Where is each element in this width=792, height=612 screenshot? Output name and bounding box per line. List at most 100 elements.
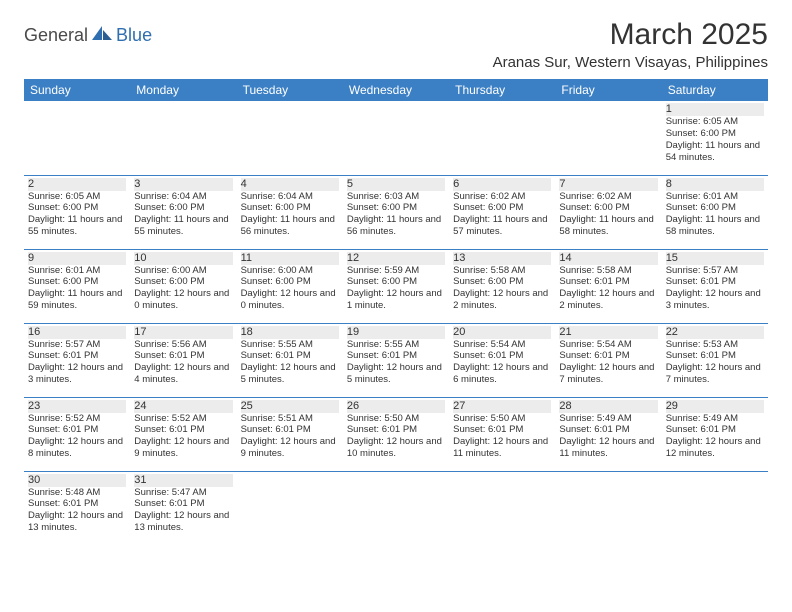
sunrise-text: Sunrise: 6:01 AM <box>666 191 764 203</box>
day-number: 3 <box>134 178 232 191</box>
day-details: Sunrise: 5:58 AMSunset: 6:00 PMDaylight:… <box>453 265 551 313</box>
day-details: Sunrise: 5:47 AMSunset: 6:01 PMDaylight:… <box>134 487 232 535</box>
calendar-day-cell <box>449 471 555 545</box>
sunset-text: Sunset: 6:01 PM <box>666 424 764 436</box>
day-details: Sunrise: 6:01 AMSunset: 6:00 PMDaylight:… <box>28 265 126 313</box>
daylight-text: Daylight: 11 hours and 56 minutes. <box>241 214 339 238</box>
calendar-day-cell: 11Sunrise: 6:00 AMSunset: 6:00 PMDayligh… <box>237 249 343 323</box>
sunset-text: Sunset: 6:01 PM <box>559 424 657 436</box>
calendar-day-cell: 9Sunrise: 6:01 AMSunset: 6:00 PMDaylight… <box>24 249 130 323</box>
day-number: 2 <box>28 178 126 191</box>
calendar-table: Sunday Monday Tuesday Wednesday Thursday… <box>24 79 768 545</box>
day-details: Sunrise: 5:59 AMSunset: 6:00 PMDaylight:… <box>347 265 445 313</box>
daylight-text: Daylight: 11 hours and 58 minutes. <box>559 214 657 238</box>
calendar-day-cell: 24Sunrise: 5:52 AMSunset: 6:01 PMDayligh… <box>130 397 236 471</box>
sunset-text: Sunset: 6:01 PM <box>666 276 764 288</box>
daylight-text: Daylight: 12 hours and 7 minutes. <box>666 362 764 386</box>
day-number: 13 <box>453 252 551 265</box>
weekday-header: Friday <box>555 79 661 101</box>
day-number: 9 <box>28 252 126 265</box>
day-details: Sunrise: 5:51 AMSunset: 6:01 PMDaylight:… <box>241 413 339 461</box>
day-details: Sunrise: 6:00 AMSunset: 6:00 PMDaylight:… <box>134 265 232 313</box>
calendar-day-cell: 20Sunrise: 5:54 AMSunset: 6:01 PMDayligh… <box>449 323 555 397</box>
day-details: Sunrise: 5:57 AMSunset: 6:01 PMDaylight:… <box>28 339 126 387</box>
sunset-text: Sunset: 6:01 PM <box>28 498 126 510</box>
weekday-header: Sunday <box>24 79 130 101</box>
daylight-text: Daylight: 12 hours and 7 minutes. <box>559 362 657 386</box>
day-number: 17 <box>134 326 232 339</box>
day-number: 15 <box>666 252 764 265</box>
day-details: Sunrise: 6:05 AMSunset: 6:00 PMDaylight:… <box>666 116 764 164</box>
calendar-day-cell: 6Sunrise: 6:02 AMSunset: 6:00 PMDaylight… <box>449 175 555 249</box>
day-number: 12 <box>347 252 445 265</box>
day-details: Sunrise: 5:52 AMSunset: 6:01 PMDaylight:… <box>28 413 126 461</box>
day-details: Sunrise: 6:01 AMSunset: 6:00 PMDaylight:… <box>666 191 764 239</box>
calendar-body: 1Sunrise: 6:05 AMSunset: 6:00 PMDaylight… <box>24 101 768 545</box>
daylight-text: Daylight: 12 hours and 3 minutes. <box>666 288 764 312</box>
header: General Blue March 2025 Aranas Sur, West… <box>24 18 768 71</box>
weekday-header: Wednesday <box>343 79 449 101</box>
location-subtitle: Aranas Sur, Western Visayas, Philippines <box>493 54 768 71</box>
calendar-day-cell <box>343 471 449 545</box>
calendar-week-row: 23Sunrise: 5:52 AMSunset: 6:01 PMDayligh… <box>24 397 768 471</box>
calendar-week-row: 9Sunrise: 6:01 AMSunset: 6:00 PMDaylight… <box>24 249 768 323</box>
day-number: 10 <box>134 252 232 265</box>
calendar-day-cell: 29Sunrise: 5:49 AMSunset: 6:01 PMDayligh… <box>662 397 768 471</box>
sunset-text: Sunset: 6:01 PM <box>347 424 445 436</box>
calendar-day-cell <box>237 471 343 545</box>
sunrise-text: Sunrise: 5:49 AM <box>666 413 764 425</box>
calendar-week-row: 30Sunrise: 5:48 AMSunset: 6:01 PMDayligh… <box>24 471 768 545</box>
calendar-day-cell: 14Sunrise: 5:58 AMSunset: 6:01 PMDayligh… <box>555 249 661 323</box>
daylight-text: Daylight: 12 hours and 1 minute. <box>347 288 445 312</box>
calendar-day-cell: 4Sunrise: 6:04 AMSunset: 6:00 PMDaylight… <box>237 175 343 249</box>
sunrise-text: Sunrise: 5:57 AM <box>28 339 126 351</box>
sunrise-text: Sunrise: 6:00 AM <box>134 265 232 277</box>
sunrise-text: Sunrise: 5:58 AM <box>453 265 551 277</box>
sunrise-text: Sunrise: 5:50 AM <box>347 413 445 425</box>
sunrise-text: Sunrise: 5:56 AM <box>134 339 232 351</box>
calendar-day-cell: 23Sunrise: 5:52 AMSunset: 6:01 PMDayligh… <box>24 397 130 471</box>
sunset-text: Sunset: 6:00 PM <box>559 202 657 214</box>
day-number: 20 <box>453 326 551 339</box>
daylight-text: Daylight: 12 hours and 0 minutes. <box>241 288 339 312</box>
calendar-day-cell <box>555 101 661 175</box>
sunrise-text: Sunrise: 5:54 AM <box>559 339 657 351</box>
daylight-text: Daylight: 12 hours and 6 minutes. <box>453 362 551 386</box>
day-number: 31 <box>134 474 232 487</box>
daylight-text: Daylight: 12 hours and 11 minutes. <box>559 436 657 460</box>
sunset-text: Sunset: 6:01 PM <box>28 424 126 436</box>
sunset-text: Sunset: 6:00 PM <box>453 276 551 288</box>
calendar-week-row: 16Sunrise: 5:57 AMSunset: 6:01 PMDayligh… <box>24 323 768 397</box>
logo-text-blue: Blue <box>116 25 152 46</box>
day-details: Sunrise: 5:50 AMSunset: 6:01 PMDaylight:… <box>347 413 445 461</box>
day-details: Sunrise: 5:52 AMSunset: 6:01 PMDaylight:… <box>134 413 232 461</box>
sunrise-text: Sunrise: 6:01 AM <box>28 265 126 277</box>
day-number: 30 <box>28 474 126 487</box>
sunrise-text: Sunrise: 5:55 AM <box>347 339 445 351</box>
sunrise-text: Sunrise: 5:54 AM <box>453 339 551 351</box>
daylight-text: Daylight: 11 hours and 57 minutes. <box>453 214 551 238</box>
day-details: Sunrise: 6:03 AMSunset: 6:00 PMDaylight:… <box>347 191 445 239</box>
day-number: 8 <box>666 178 764 191</box>
calendar-day-cell: 31Sunrise: 5:47 AMSunset: 6:01 PMDayligh… <box>130 471 236 545</box>
day-details: Sunrise: 5:56 AMSunset: 6:01 PMDaylight:… <box>134 339 232 387</box>
daylight-text: Daylight: 12 hours and 8 minutes. <box>28 436 126 460</box>
sunrise-text: Sunrise: 5:51 AM <box>241 413 339 425</box>
calendar-day-cell: 30Sunrise: 5:48 AMSunset: 6:01 PMDayligh… <box>24 471 130 545</box>
calendar-day-cell: 7Sunrise: 6:02 AMSunset: 6:00 PMDaylight… <box>555 175 661 249</box>
day-number: 7 <box>559 178 657 191</box>
calendar-day-cell: 5Sunrise: 6:03 AMSunset: 6:00 PMDaylight… <box>343 175 449 249</box>
daylight-text: Daylight: 12 hours and 2 minutes. <box>453 288 551 312</box>
day-details: Sunrise: 5:50 AMSunset: 6:01 PMDaylight:… <box>453 413 551 461</box>
day-details: Sunrise: 6:04 AMSunset: 6:00 PMDaylight:… <box>134 191 232 239</box>
sunrise-text: Sunrise: 6:05 AM <box>666 116 764 128</box>
day-details: Sunrise: 5:54 AMSunset: 6:01 PMDaylight:… <box>453 339 551 387</box>
day-number: 22 <box>666 326 764 339</box>
sunset-text: Sunset: 6:01 PM <box>28 350 126 362</box>
weekday-header: Saturday <box>662 79 768 101</box>
sunrise-text: Sunrise: 5:55 AM <box>241 339 339 351</box>
sunset-text: Sunset: 6:01 PM <box>134 350 232 362</box>
daylight-text: Daylight: 12 hours and 10 minutes. <box>347 436 445 460</box>
daylight-text: Daylight: 12 hours and 3 minutes. <box>28 362 126 386</box>
sunrise-text: Sunrise: 5:58 AM <box>559 265 657 277</box>
